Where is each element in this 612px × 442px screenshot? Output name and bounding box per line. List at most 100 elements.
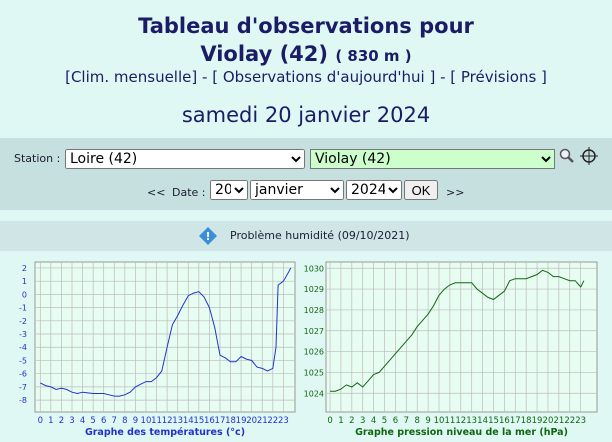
x-tick-label: 3 bbox=[69, 416, 74, 426]
x-tick-label: 10 bbox=[141, 416, 152, 426]
x-tick-label: 11 bbox=[151, 416, 162, 426]
ok-button[interactable]: OK bbox=[404, 180, 438, 200]
x-tick-label: 12 bbox=[455, 416, 466, 426]
date-label: Date : bbox=[172, 186, 206, 199]
x-axis-title: Graphe des températures (°c) bbox=[85, 427, 245, 438]
x-axis-title: Graphe pression niveau de la mer (hPa) bbox=[355, 427, 568, 438]
x-tick-label: 4 bbox=[371, 416, 376, 426]
plot-area bbox=[34, 261, 296, 413]
info-icon: ! bbox=[199, 227, 217, 245]
y-tick-label: 1029 bbox=[304, 285, 324, 294]
x-tick-label: 14 bbox=[477, 416, 488, 426]
y-tick-label: -1 bbox=[19, 304, 27, 313]
x-tick-label: 2 bbox=[349, 416, 354, 426]
station-select[interactable]: Violay (42) bbox=[310, 149, 555, 169]
y-tick-label: -8 bbox=[19, 396, 27, 405]
x-tick-label: 0 bbox=[38, 416, 43, 426]
x-tick-label: 2 bbox=[59, 416, 64, 426]
x-tick-label: 11 bbox=[444, 416, 455, 426]
x-tick-label: 1 bbox=[48, 416, 53, 426]
nav-separator: - bbox=[440, 68, 446, 86]
station-name: Violay (42) bbox=[200, 42, 328, 66]
x-tick-label: 17 bbox=[215, 416, 226, 426]
nav: [Clim. mensuelle] - [ Observations d'auj… bbox=[0, 68, 612, 86]
nav-separator: - bbox=[202, 68, 208, 86]
altitude: ( 830 m ) bbox=[335, 47, 412, 65]
x-tick-label: 7 bbox=[404, 416, 409, 426]
x-tick-label: 6 bbox=[393, 416, 398, 426]
x-tick-label: 23 bbox=[278, 416, 289, 426]
y-tick-label: -6 bbox=[19, 370, 27, 379]
y-tick-label: -5 bbox=[19, 356, 27, 365]
form-band: Station : Loire (42) Violay (42) << Date… bbox=[0, 138, 612, 210]
y-tick-label: 2 bbox=[22, 264, 27, 273]
x-tick-label: 20 bbox=[246, 416, 257, 426]
x-tick-label: 10 bbox=[434, 416, 445, 426]
x-tick-label: 12 bbox=[162, 416, 173, 426]
x-tick-label: 16 bbox=[204, 416, 215, 426]
x-tick-label: 21 bbox=[257, 416, 268, 426]
x-tick-label: 15 bbox=[193, 416, 204, 426]
year-select[interactable]: 2024 bbox=[346, 180, 402, 200]
x-tick-label: 0 bbox=[327, 416, 332, 426]
y-tick-label: 1024 bbox=[304, 389, 324, 398]
plot-area bbox=[325, 261, 598, 413]
x-tick-label: 15 bbox=[488, 416, 499, 426]
date-heading: samedi 20 janvier 2024 bbox=[181, 103, 431, 127]
department-select[interactable]: Loire (42) bbox=[65, 149, 305, 169]
station-title: Violay (42) ( 830 m ) bbox=[0, 42, 612, 66]
y-tick-label: 1030 bbox=[304, 264, 324, 273]
data-line bbox=[40, 267, 292, 397]
nav-link[interactable]: [Clim. mensuelle] bbox=[65, 68, 198, 86]
x-tick-label: 13 bbox=[172, 416, 183, 426]
x-tick-label: 22 bbox=[267, 416, 278, 426]
x-tick-label: 7 bbox=[112, 416, 117, 426]
day-select[interactable]: 20 bbox=[210, 180, 248, 200]
month-select[interactable]: janvier bbox=[250, 180, 344, 200]
x-tick-label: 18 bbox=[225, 416, 236, 426]
y-tick-label: 1026 bbox=[304, 348, 324, 357]
nav-link[interactable]: [ Prévisions ] bbox=[450, 68, 547, 86]
title: Tableau d'observations pour bbox=[138, 14, 474, 38]
data-line bbox=[330, 269, 585, 392]
nav-link[interactable]: [ Observations d'aujourd'hui ] bbox=[212, 68, 436, 86]
x-tick-label: 19 bbox=[236, 416, 247, 426]
prev-link[interactable]: << bbox=[147, 186, 166, 199]
x-tick-label: 16 bbox=[499, 416, 510, 426]
x-tick-label: 9 bbox=[425, 416, 430, 426]
next-link[interactable]: >> bbox=[446, 186, 465, 199]
x-tick-label: 17 bbox=[510, 416, 521, 426]
y-tick-label: -4 bbox=[19, 343, 27, 352]
x-tick-label: 19 bbox=[532, 416, 543, 426]
svg-text:!: ! bbox=[205, 230, 210, 243]
y-tick-label: 1027 bbox=[304, 327, 324, 336]
x-tick-label: 13 bbox=[466, 416, 477, 426]
x-tick-label: 20 bbox=[543, 416, 554, 426]
y-tick-label: 1 bbox=[22, 277, 27, 286]
x-tick-label: 4 bbox=[80, 416, 85, 426]
x-tick-label: 5 bbox=[382, 416, 387, 426]
station-label: Station : bbox=[14, 152, 61, 165]
y-tick-label: -2 bbox=[19, 317, 27, 326]
x-tick-label: 14 bbox=[183, 416, 194, 426]
x-tick-label: 3 bbox=[360, 416, 365, 426]
x-tick-label: 5 bbox=[90, 416, 95, 426]
x-tick-label: 1 bbox=[338, 416, 343, 426]
y-tick-label: -3 bbox=[19, 330, 27, 339]
y-tick-label: -7 bbox=[19, 383, 27, 392]
x-tick-label: 8 bbox=[414, 416, 419, 426]
y-tick-label: 1025 bbox=[304, 368, 324, 377]
notice-band: ! Problème humidité (09/10/2021) bbox=[0, 221, 612, 251]
charts: 210-1-2-3-4-5-6-7-80 1 2 3 4 5 6 7 8 9 10 11 12 13 14 1… bbox=[19, 261, 598, 438]
notice-text: Problème humidité (09/10/2021) bbox=[230, 229, 410, 242]
y-tick-label: 1028 bbox=[304, 306, 324, 315]
x-tick-label: 23 bbox=[575, 416, 586, 426]
x-tick-label: 18 bbox=[521, 416, 532, 426]
x-tick-label: 21 bbox=[553, 416, 564, 426]
x-tick-label: 9 bbox=[133, 416, 138, 426]
x-tick-label: 22 bbox=[564, 416, 575, 426]
x-tick-label: 6 bbox=[101, 416, 106, 426]
icons[interactable] bbox=[558, 147, 608, 169]
x-tick-label: 8 bbox=[122, 416, 127, 426]
